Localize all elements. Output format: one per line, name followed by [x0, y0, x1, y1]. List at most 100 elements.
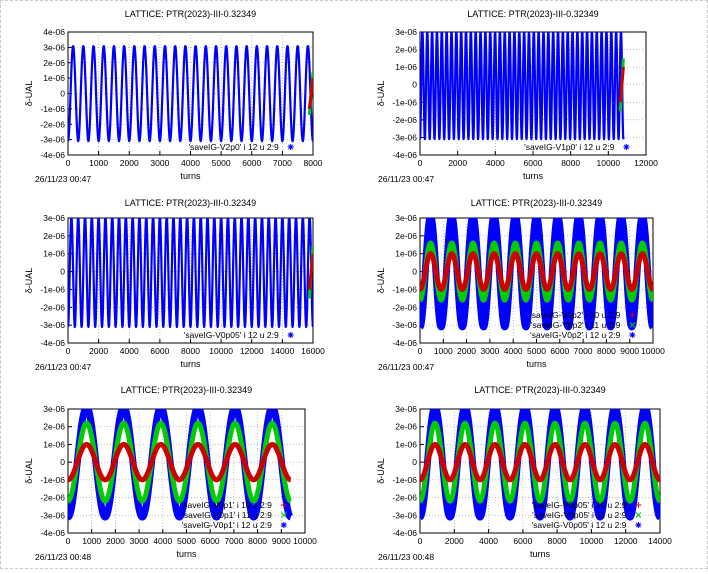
legend-label: 'saveIG-V0p05' i 10 u 2:9 [531, 500, 626, 510]
y-tick-label: 1e-06 [43, 439, 65, 449]
y-tick-label: -1e-06 [40, 284, 65, 294]
legend-entry: 'saveIG-V0p05' i 10 u 2:9 [531, 500, 642, 510]
plot-area [68, 45, 313, 143]
x-tick-label: 6000 [513, 536, 532, 546]
y-tick-label: -1e-06 [40, 104, 65, 114]
x-tick-label: 8000 [597, 346, 616, 356]
x-tick-label: 10000 [597, 158, 621, 168]
legend-entry: 'saveIG-V1p0' i 12 u 2:9 [524, 142, 630, 152]
x-axis-label: turns [176, 549, 197, 559]
timestamp: 26/11/23 00:47 [35, 362, 91, 372]
legend-label: 'saveIG-V1p0' i 12 u 2:9 [524, 142, 614, 152]
x-tick-label: 6000 [550, 346, 569, 356]
timestamp: 26/11/23 00:47 [378, 362, 434, 372]
y-tick-label: 0 [60, 267, 65, 277]
y-tick-label: 3e-06 [395, 404, 417, 414]
legend-entry: 'saveIG-V0p1' i 10 u 2:9 [182, 500, 287, 510]
chart-title: LATTICE: PTR(2023)-III-0.32349 [471, 198, 602, 208]
y-tick-label: -4e-06 [392, 338, 417, 348]
plus-marker-icon [280, 502, 287, 508]
y-tick-label: -3e-06 [40, 510, 65, 520]
y-tick-label: -1e-06 [40, 475, 65, 485]
y-tick-label: 1e-06 [43, 73, 65, 83]
y-tick-label: -4e-06 [40, 528, 65, 538]
x-tick-label: 0 [66, 536, 71, 546]
x-axis-label: turns [523, 171, 544, 181]
x-tick-label: 7000 [574, 346, 593, 356]
x-tick-label: 3000 [130, 536, 149, 546]
legend-entry: 'saveIG-V0p1' i 11 u 2:9 [182, 510, 287, 520]
x-tick-label: 8000 [548, 536, 567, 546]
y-tick-label: 0 [412, 267, 417, 277]
chart-panel-4: -4e-06 -3e-06 -2e-06 -1e-06 0 1e-06 2e-06 3e-06… [376, 198, 665, 372]
x-tick-label: 4000 [153, 536, 172, 546]
cross-marker-icon [635, 512, 642, 518]
y-tick-label: -1e-06 [392, 97, 417, 107]
x-tick-label: 8000 [561, 158, 580, 168]
legend-label: 'saveIG-V0p05' i 12 u 2:9 [531, 520, 626, 530]
chart-title: LATTICE: PTR(2023)-III-0.32349 [125, 9, 256, 19]
chart-title: LATTICE: PTR(2023)-III-0.32349 [474, 385, 605, 395]
x-tick-label: 0 [418, 158, 423, 168]
x-tick-label: 9000 [272, 536, 291, 546]
plot-area [420, 218, 653, 331]
x-tick-label: 7000 [273, 158, 292, 168]
legend-label: 'saveIG-V0p05' i 12 u 2:9 [184, 330, 279, 340]
x-tick-label: 2000 [106, 536, 125, 546]
x-tick-label: 16000 [301, 346, 325, 356]
legend-label: 'saveIG-V2p0' i 12 u 2:9 [188, 142, 278, 152]
legend-entry: 'saveIG-V0p2' i 10 u 2:9 [530, 310, 636, 320]
timestamp: 26/11/23 00:47 [35, 174, 91, 184]
series-line-1 [420, 32, 625, 141]
x-tick-label: 1000 [89, 158, 108, 168]
series-line-3 [420, 441, 660, 483]
y-tick-label: 2e-06 [43, 422, 65, 432]
series-line-2 [68, 420, 293, 504]
y-tick-label: 2e-06 [395, 422, 417, 432]
x-tick-label: 0 [66, 346, 71, 356]
legend-entry: 'saveIG-V0p1' i 12 u 2:9 [182, 520, 287, 530]
x-axis-label: turns [180, 171, 201, 181]
legend-entry: 'saveIG-V0p05' i 11 u 2:9 [532, 510, 642, 520]
x-tick-label: 12000 [240, 346, 264, 356]
y-tick-label: 3e-06 [395, 27, 417, 37]
series-line-2 [420, 420, 660, 504]
x-tick-label: 8000 [304, 158, 323, 168]
y-axis-label: δ-UAL [376, 81, 386, 107]
legend-entry: 'saveIG-V2p0' i 12 u 2:9 [188, 142, 294, 152]
chart-panel-6: -4e-06 -3e-06 -2e-06 -1e-06 0 1e-06 2e-06 3e-06… [376, 385, 672, 562]
x-tick-label: 5000 [212, 158, 231, 168]
x-axis-label: turns [530, 549, 551, 559]
x-tick-label: 2000 [448, 158, 467, 168]
x-tick-label: 2000 [89, 346, 108, 356]
x-tick-label: 4000 [120, 346, 139, 356]
y-tick-label: -4e-06 [40, 150, 65, 160]
y-tick-label: 3e-06 [395, 213, 417, 223]
y-tick-label: 2e-06 [43, 58, 65, 68]
y-tick-label: -3e-06 [392, 132, 417, 142]
legend-entry: 'saveIG-V0p2' i 12 u 2:9 [530, 330, 636, 340]
y-axis-label: δ-UAL [24, 268, 34, 294]
x-tick-label: 2000 [445, 536, 464, 546]
y-axis-label: δ-UAL [24, 81, 34, 107]
x-tick-label: 4000 [486, 158, 505, 168]
x-tick-label: 6000 [524, 158, 543, 168]
timestamp: 26/11/23 00:48 [378, 552, 434, 562]
y-tick-label: -3e-06 [392, 510, 417, 520]
x-tick-label: 10000 [641, 346, 665, 356]
x-axis-label: turns [526, 359, 547, 369]
y-tick-label: 4e-06 [43, 27, 65, 37]
plot-area [68, 218, 313, 329]
x-tick-label: 4000 [504, 346, 523, 356]
x-tick-label: 2000 [120, 158, 139, 168]
series-line-1 [68, 409, 294, 521]
x-tick-label: 6000 [201, 536, 220, 546]
timestamp: 26/11/23 00:48 [35, 552, 91, 562]
y-tick-label: -2e-06 [392, 115, 417, 125]
x-tick-label: 12000 [634, 158, 658, 168]
y-tick-label: 1e-06 [395, 62, 417, 72]
plus-marker-icon [629, 312, 636, 318]
x-tick-label: 9000 [620, 346, 639, 356]
y-tick-label: 3e-06 [43, 42, 65, 52]
